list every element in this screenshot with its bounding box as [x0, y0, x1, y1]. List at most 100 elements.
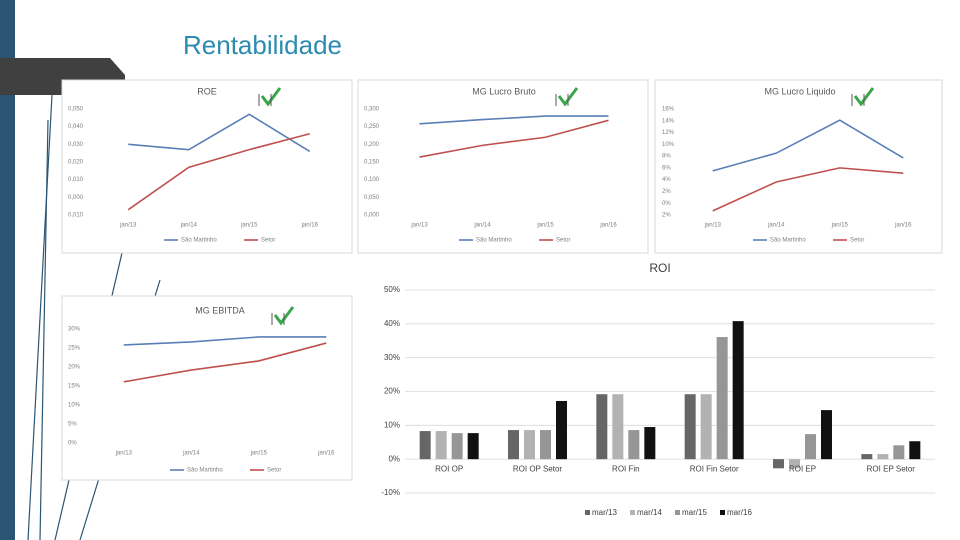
series-line: [123, 342, 327, 383]
y-tick-label: 0,050: [364, 195, 380, 201]
legend-label: São Martinho: [187, 468, 223, 474]
y-tick-label: 0,200: [364, 142, 380, 148]
y-tick-label: 16%: [662, 107, 675, 113]
chart-title: MG Lucro Bruto: [472, 86, 536, 96]
x-tick-label: jan/14: [180, 223, 198, 229]
x-tick-label: jan/15: [240, 223, 258, 229]
y-tick-label: 0,150: [364, 160, 380, 166]
bar: [732, 321, 744, 460]
y-tick-label: 0,040: [68, 124, 84, 130]
bar: [821, 410, 832, 460]
legend-swatch: [585, 510, 590, 515]
y-tick-label: 0,020: [68, 160, 84, 166]
chart-panel: [654, 79, 943, 254]
bar: [419, 431, 431, 460]
chart-title: MG Lucro Liquido: [764, 86, 835, 96]
chart-title: ROI: [649, 261, 670, 275]
legend-swatch: [675, 510, 680, 515]
bar: [596, 394, 608, 460]
x-tick-label: ROI OP Setor: [513, 464, 563, 473]
legend-label: mar/15: [682, 508, 707, 517]
check-box: [271, 313, 285, 325]
y-tick-label: 0,000: [68, 195, 84, 201]
y-tick-label: 10%: [662, 142, 675, 148]
y-tick-label: 10%: [384, 420, 400, 429]
series-line: [419, 115, 609, 125]
series-line: [127, 132, 310, 211]
x-tick-label: jan/14: [473, 223, 491, 229]
bar: [644, 427, 656, 460]
bar: [612, 394, 624, 460]
bar: [893, 445, 905, 460]
y-tick-label: 0%: [662, 201, 671, 207]
chart-panel: [61, 295, 353, 481]
y-tick-label: 2%: [662, 213, 671, 219]
x-tick-label: jan/14: [767, 223, 785, 229]
y-tick-label: 0,100: [364, 177, 380, 183]
y-tick-label: 6%: [662, 165, 671, 171]
legend-label: Setor: [850, 238, 864, 244]
y-tick-label: 4%: [662, 177, 671, 183]
x-tick-label: jan/13: [704, 223, 722, 229]
y-tick-label: 30%: [384, 353, 400, 362]
y-tick-label: 10%: [68, 403, 81, 409]
y-tick-label: 0%: [68, 441, 77, 447]
legend-label: Setor: [267, 468, 281, 474]
legend-swatch: [630, 510, 635, 515]
x-tick-label: jan/15: [831, 223, 849, 229]
x-tick-label: ROI Fin: [612, 464, 640, 473]
x-tick-label: ROI Fin Setor: [690, 464, 739, 473]
check-mark: [273, 306, 295, 326]
bar: [435, 431, 447, 460]
legend-label: Setor: [261, 238, 275, 244]
bar: [877, 454, 889, 460]
y-tick-label: 0,000: [364, 213, 380, 219]
y-tick-label: 14%: [662, 118, 675, 124]
y-tick-label: 50%: [384, 285, 400, 294]
bar: [540, 430, 551, 460]
x-tick-label: jan/13: [410, 223, 428, 229]
y-tick-label: 0,010: [68, 213, 84, 219]
bar: [773, 459, 784, 469]
x-tick-label: jan/13: [119, 223, 137, 229]
bar: [524, 430, 535, 460]
bar: [861, 454, 873, 460]
series-line: [419, 119, 609, 158]
series-line: [123, 336, 327, 346]
series-line: [128, 113, 311, 153]
y-tick-label: -10%: [381, 488, 400, 497]
y-tick-label: 0%: [388, 454, 400, 463]
x-tick-label: ROI EP: [789, 464, 816, 473]
legend-swatch: [720, 510, 725, 515]
bar: [684, 394, 696, 460]
series-line: [712, 167, 904, 212]
check-mark: [557, 87, 579, 107]
slide-title: Rentabilidade: [183, 30, 342, 60]
y-tick-label: 25%: [68, 346, 81, 352]
legend-label: mar/14: [637, 508, 662, 517]
x-tick-label: jan/13: [115, 451, 133, 457]
y-tick-label: 20%: [68, 365, 81, 371]
series-line: [712, 119, 904, 172]
legend-label: Setor: [556, 238, 570, 244]
y-tick-label: 12%: [662, 130, 675, 136]
x-tick-label: jan/14: [182, 451, 200, 457]
bar: [789, 459, 800, 469]
bar: [805, 434, 816, 460]
check-box: [258, 94, 272, 106]
legend-label: São Martinho: [770, 238, 806, 244]
check-mark: [260, 87, 282, 107]
check-mark: [853, 87, 875, 107]
y-tick-label: 15%: [68, 384, 81, 390]
x-tick-label: jan/16: [599, 223, 617, 229]
y-tick-label: 5%: [68, 422, 77, 428]
legend-label: mar/13: [592, 508, 617, 517]
x-tick-label: jan/16: [301, 223, 319, 229]
bar: [556, 400, 567, 460]
chart-title: ROE: [197, 86, 217, 96]
bar: [700, 394, 712, 460]
check-box: [851, 94, 865, 106]
legend-label: São Martinho: [181, 238, 217, 244]
bar: [508, 430, 519, 460]
side-stripe: [0, 0, 15, 540]
